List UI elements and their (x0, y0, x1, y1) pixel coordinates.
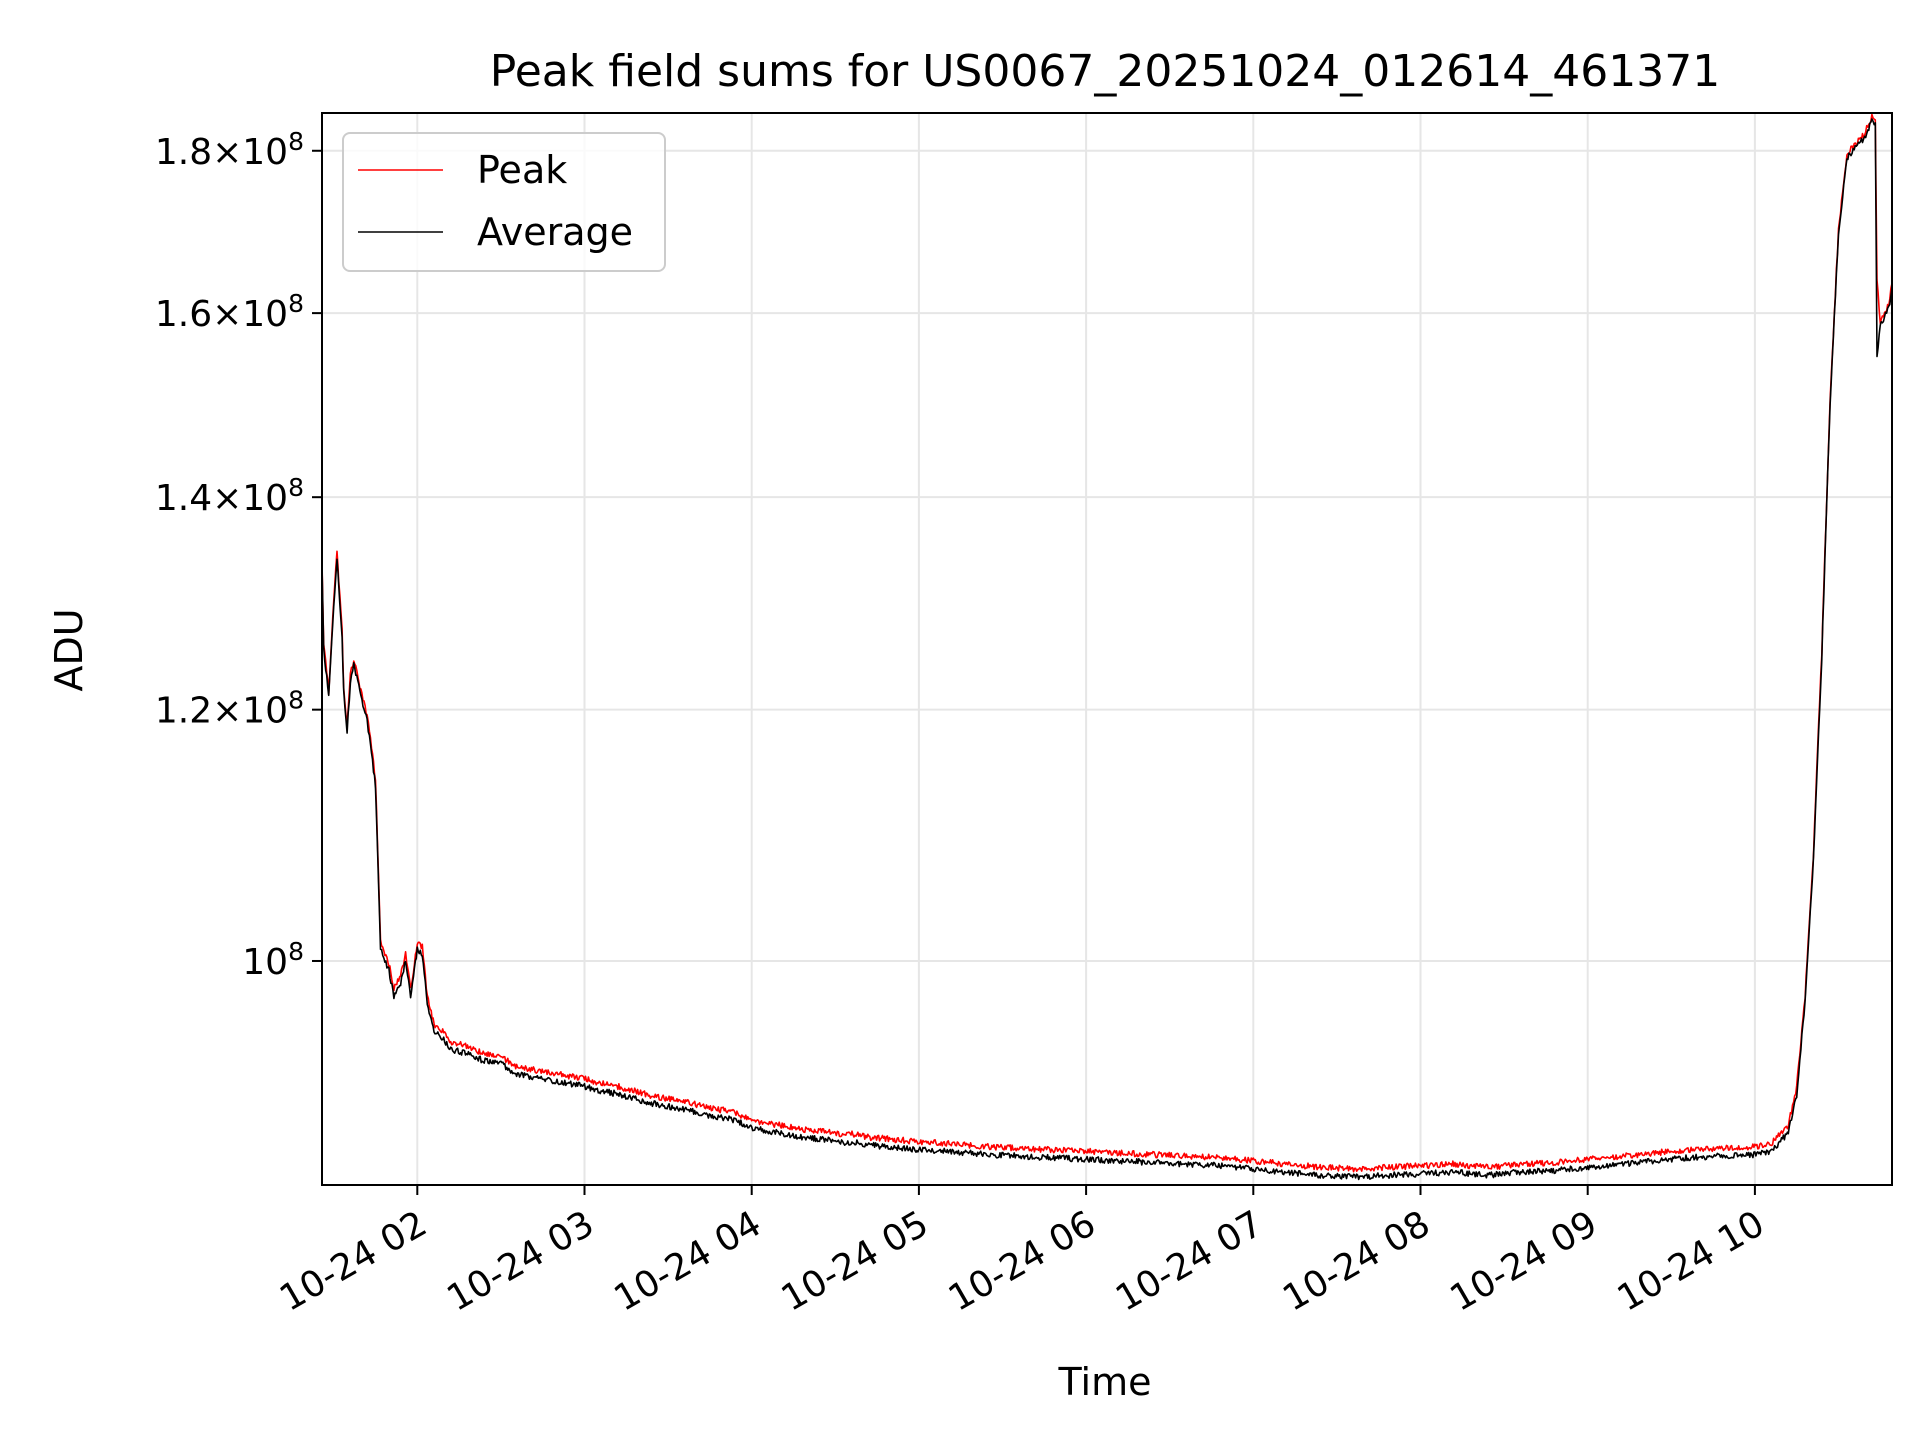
y-tick-label: 1.4×108 (155, 473, 304, 519)
series-layer (322, 113, 1892, 1181)
grid-lines (322, 113, 1892, 1185)
x-axis-label: Time (1058, 1360, 1152, 1404)
y-tick-label: 1.8×108 (155, 127, 304, 173)
y-axis-label: ADU (47, 608, 91, 691)
chart-title: Peak field sums for US0067_20251024_0126… (490, 46, 1720, 97)
legend: Peak Average (342, 132, 666, 272)
legend-box (342, 132, 666, 272)
y-tick-label: 1.2×108 (155, 686, 304, 732)
legend-peak-label: Peak (477, 148, 567, 192)
legend-average-label: Average (477, 210, 633, 254)
series-line-average (322, 118, 1892, 1181)
plot-frame (321, 112, 1893, 1186)
y-tick-label: 1.6×108 (155, 289, 304, 335)
series-line-peak (322, 113, 1892, 1173)
